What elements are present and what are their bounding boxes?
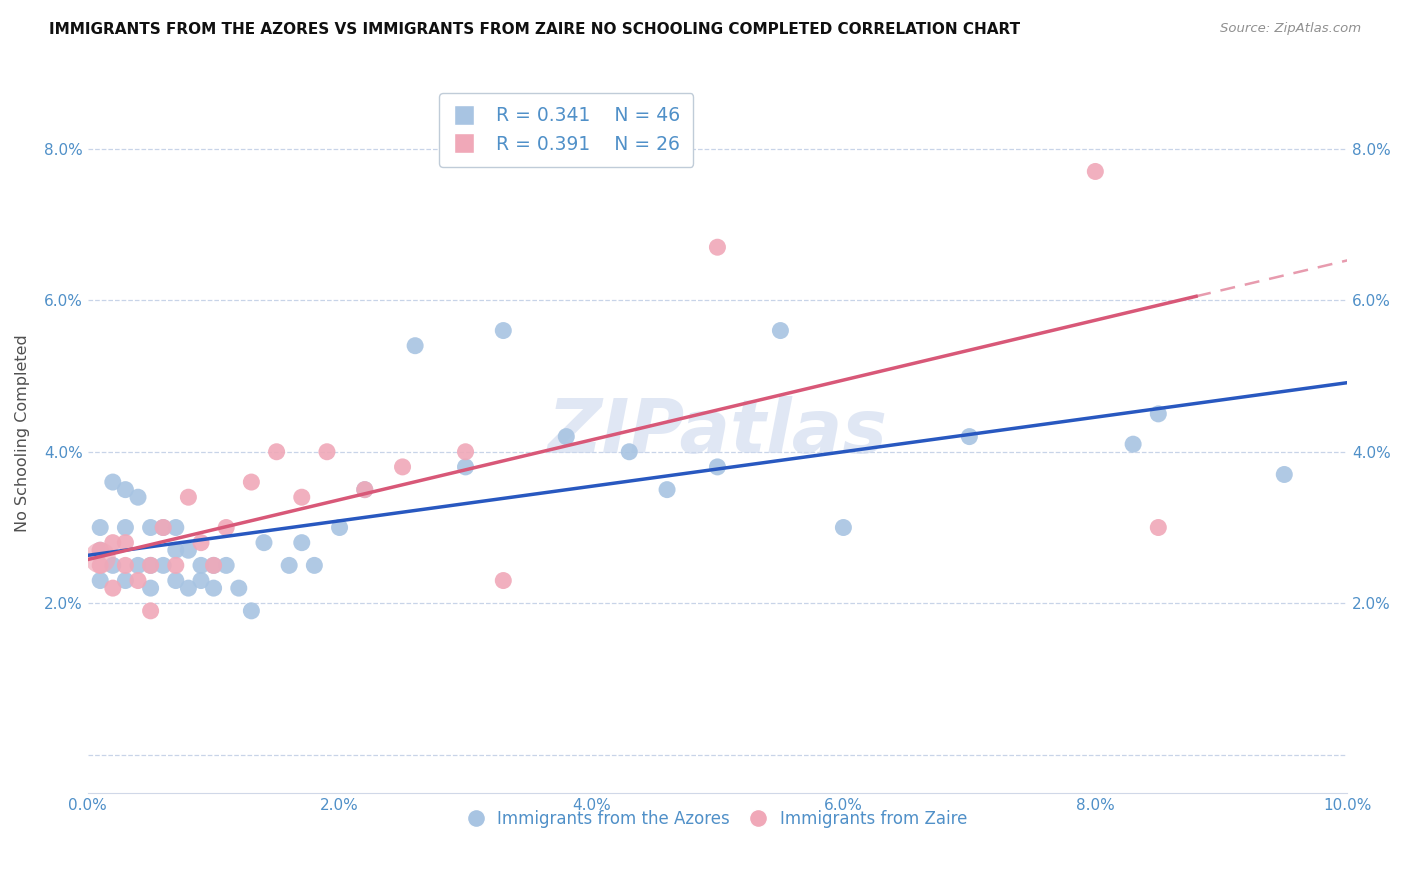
Point <box>177 490 200 504</box>
Point <box>101 475 124 489</box>
Point <box>127 574 149 588</box>
Point <box>706 240 728 254</box>
Point <box>391 459 413 474</box>
Point <box>152 558 174 573</box>
Point <box>957 429 980 443</box>
Point <box>316 444 339 458</box>
Y-axis label: No Schooling Completed: No Schooling Completed <box>15 334 30 532</box>
Point <box>266 444 288 458</box>
Point <box>190 574 212 588</box>
Point <box>114 558 136 573</box>
Point <box>202 558 225 573</box>
Point <box>89 520 111 534</box>
Point <box>139 604 162 618</box>
Point <box>832 520 855 534</box>
Point <box>139 520 162 534</box>
Point <box>165 558 187 573</box>
Point <box>769 324 792 338</box>
Point <box>89 574 111 588</box>
Point <box>454 444 477 458</box>
Point <box>139 558 162 573</box>
Point <box>89 550 111 565</box>
Point <box>152 520 174 534</box>
Point <box>114 483 136 497</box>
Point <box>253 535 276 549</box>
Point <box>101 581 124 595</box>
Point <box>101 558 124 573</box>
Point <box>190 558 212 573</box>
Point <box>278 558 301 573</box>
Point <box>114 574 136 588</box>
Legend: Immigrants from the Azores, Immigrants from Zaire: Immigrants from the Azores, Immigrants f… <box>461 804 974 835</box>
Point <box>240 475 263 489</box>
Point <box>215 558 238 573</box>
Point <box>89 558 111 573</box>
Text: Source: ZipAtlas.com: Source: ZipAtlas.com <box>1220 22 1361 36</box>
Point <box>190 535 212 549</box>
Text: IMMIGRANTS FROM THE AZORES VS IMMIGRANTS FROM ZAIRE NO SCHOOLING COMPLETED CORRE: IMMIGRANTS FROM THE AZORES VS IMMIGRANTS… <box>49 22 1021 37</box>
Point <box>291 535 314 549</box>
Point <box>1084 164 1107 178</box>
Point <box>127 558 149 573</box>
Point <box>202 558 225 573</box>
Point <box>454 459 477 474</box>
Point <box>89 543 111 558</box>
Point <box>555 429 578 443</box>
Point <box>329 520 352 534</box>
Point <box>240 604 263 618</box>
Point <box>228 581 250 595</box>
Point <box>114 535 136 549</box>
Point <box>619 444 641 458</box>
Point <box>114 520 136 534</box>
Point <box>101 535 124 549</box>
Point <box>127 490 149 504</box>
Point <box>655 483 678 497</box>
Point <box>1147 407 1170 421</box>
Point <box>139 558 162 573</box>
Point <box>492 574 515 588</box>
Point <box>304 558 326 573</box>
Point <box>165 574 187 588</box>
Point <box>353 483 375 497</box>
Point <box>706 459 728 474</box>
Point <box>89 543 111 558</box>
Point <box>152 520 174 534</box>
Point <box>165 543 187 558</box>
Point <box>177 543 200 558</box>
Point <box>1122 437 1144 451</box>
Point <box>1147 520 1170 534</box>
Text: ZIPatlas: ZIPatlas <box>547 396 887 469</box>
Point <box>177 581 200 595</box>
Point <box>165 520 187 534</box>
Point <box>215 520 238 534</box>
Point <box>291 490 314 504</box>
Point <box>353 483 375 497</box>
Point <box>139 581 162 595</box>
Point <box>1272 467 1295 482</box>
Point <box>404 339 426 353</box>
Point <box>202 581 225 595</box>
Point <box>492 324 515 338</box>
